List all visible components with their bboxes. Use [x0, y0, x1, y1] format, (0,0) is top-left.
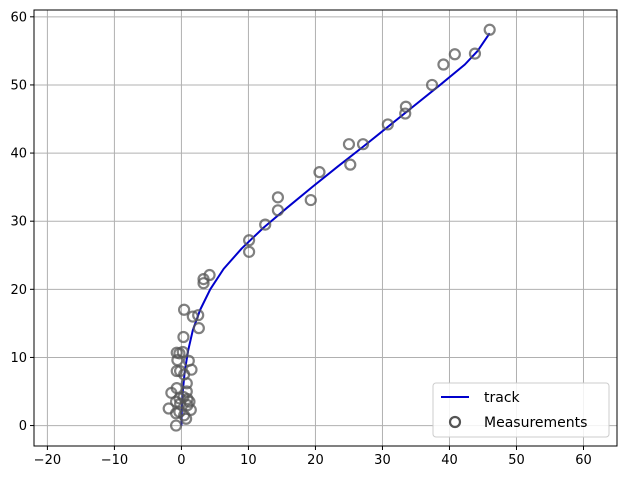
x-tick-label: 50 — [508, 453, 525, 468]
x-tick-label: 40 — [441, 453, 458, 468]
measurement-point — [304, 193, 317, 207]
x-tick-label: 20 — [307, 453, 324, 468]
y-tick-label: 40 — [10, 147, 27, 162]
measurement-point — [197, 272, 210, 286]
measurement-point — [176, 345, 189, 359]
line-series — [180, 32, 491, 426]
measurement-point — [356, 138, 370, 151]
measurement-point — [399, 100, 413, 113]
measurement-point — [313, 166, 326, 179]
measurement-point — [177, 330, 190, 344]
x-tick-label: −20 — [34, 453, 61, 468]
measurement-point — [448, 48, 461, 61]
legend-box — [432, 382, 610, 438]
measurement-point — [192, 309, 205, 322]
measurement-point — [342, 138, 356, 151]
y-tick-label: 50 — [10, 78, 27, 93]
measurement-point — [271, 191, 285, 204]
measurement-point — [192, 322, 205, 335]
y-tick-label: 0 — [19, 419, 27, 434]
x-tick-label: −10 — [101, 453, 128, 468]
measurement-point — [483, 23, 496, 36]
x-tick-label: 10 — [240, 453, 257, 468]
measurement-point — [344, 158, 357, 171]
measurement-point — [437, 58, 450, 71]
y-tick-label: 10 — [10, 351, 27, 366]
legend-label-track: track — [484, 390, 521, 406]
legend-label-measurements: Measurements — [484, 415, 587, 431]
legend: track Measurements — [432, 382, 610, 438]
measurement-point — [180, 377, 193, 390]
measurement-point — [183, 395, 196, 408]
measurement-point — [197, 277, 210, 290]
legend-measurements-swatch — [448, 415, 462, 429]
measurement-point — [169, 419, 183, 432]
measurement-point — [178, 303, 191, 316]
x-tick-label: 30 — [374, 453, 391, 468]
measurement-point — [173, 392, 186, 405]
x-tick-label: 0 — [177, 453, 185, 468]
y-tick-label: 30 — [10, 215, 27, 230]
scatter-series — [162, 23, 496, 432]
measurement-point — [243, 234, 256, 247]
x-tick-label: 60 — [575, 453, 592, 468]
y-tick-label: 60 — [10, 10, 27, 25]
plot-area-frame — [33, 9, 618, 447]
grid — [34, 10, 617, 446]
measurement-point — [243, 245, 256, 258]
measurement-point — [399, 107, 412, 120]
y-tick-label: 20 — [10, 283, 27, 298]
measurement-point — [468, 47, 482, 60]
measurement-point — [186, 310, 199, 323]
measurement-point — [259, 218, 272, 231]
measurement-point — [180, 412, 193, 425]
track-line — [180, 32, 491, 426]
measurement-point — [381, 118, 394, 131]
measurement-point — [169, 395, 183, 408]
x-axis-ticks: −20 −10 0 10 20 30 40 50 60 — [34, 446, 592, 468]
measurement-point — [271, 204, 285, 217]
y-axis-ticks: 0 10 20 30 40 50 60 — [10, 10, 34, 434]
measurement-point — [425, 78, 439, 92]
